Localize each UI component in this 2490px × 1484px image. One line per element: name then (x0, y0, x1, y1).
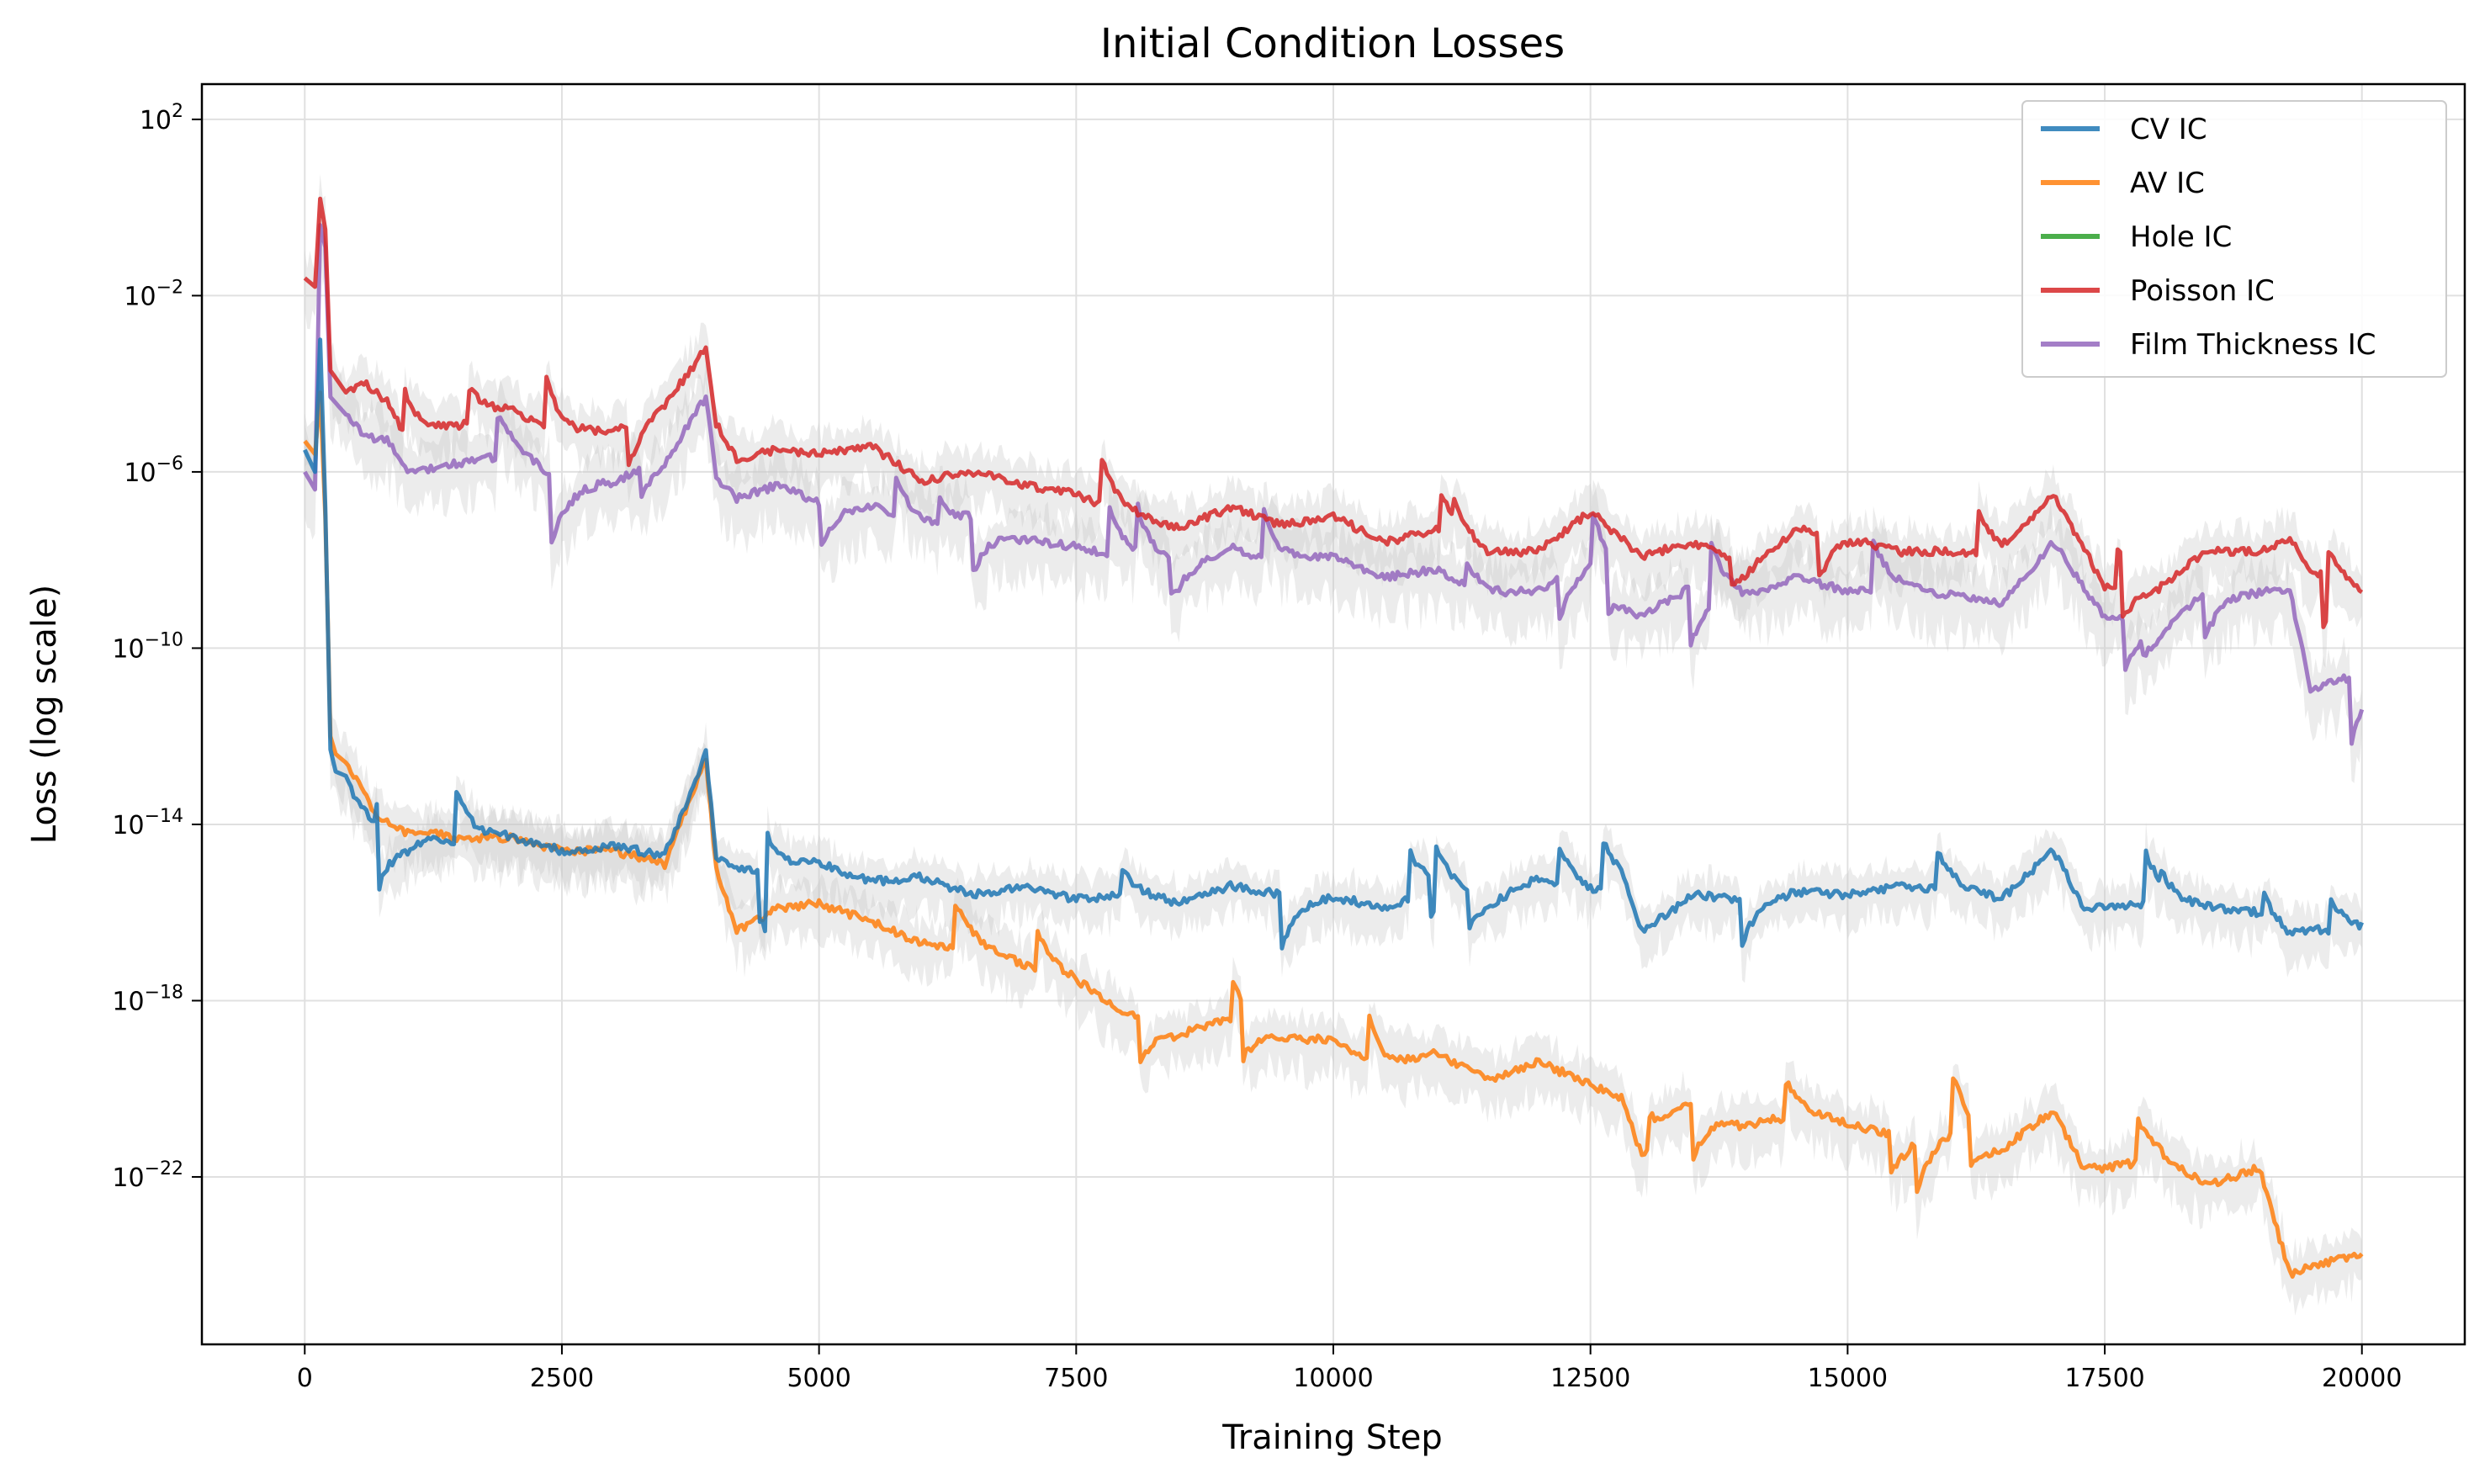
noise-band (305, 204, 2362, 783)
y-tick-label: 10−22 (112, 1158, 183, 1193)
series-line (303, 390, 2364, 1279)
legend-label: AV IC (2130, 167, 2205, 200)
x-tick-label: 10000 (1293, 1364, 1373, 1393)
series-line (303, 196, 2364, 629)
x-tick-label: 7500 (1044, 1364, 1108, 1393)
series-line (303, 223, 2365, 746)
legend-label: Film Thickness IC (2130, 328, 2376, 362)
y-tick-label: 10−6 (124, 453, 183, 488)
x-tick-label: 5000 (787, 1364, 850, 1393)
x-tick-label: 12500 (1550, 1364, 1630, 1393)
x-tick-label: 20000 (2322, 1364, 2402, 1393)
x-axis-title: Training Step (1221, 1418, 1443, 1457)
y-axis: 102 10−2 10−6 10−10 10−14 10−18 10−22 (112, 101, 202, 1193)
y-tick-label: 10−18 (112, 982, 183, 1016)
legend-label: CV IC (2130, 113, 2207, 146)
legend-label: Poisson IC (2130, 274, 2275, 308)
y-tick-label: 10−2 (124, 277, 183, 311)
legend: CV IC AV IC Hole IC Poisson IC Film Thicknes… (2021, 100, 2447, 378)
x-tick-label: 17500 (2064, 1364, 2144, 1393)
legend-item: Film Thickness IC (2041, 328, 2376, 362)
chart-title: Initial Condition Losses (1100, 20, 1565, 67)
y-axis-title: Loss (log scale) (25, 585, 64, 844)
legend-item: CV IC (2041, 113, 2207, 146)
x-tick-label: 15000 (1808, 1364, 1888, 1393)
x-tick-label: 0 (297, 1364, 313, 1393)
y-tick-label: 10−14 (112, 806, 183, 840)
x-tick-label: 2500 (530, 1364, 594, 1393)
legend-item: Hole IC (2041, 220, 2232, 254)
series-line (303, 337, 2365, 951)
legend-label: Hole IC (2130, 220, 2232, 254)
x-axis: 0 2500 5000 7500 10000 12500 15000 17500 20000 (297, 1344, 2402, 1393)
legend-frame (2021, 100, 2447, 378)
legend-item: AV IC (2041, 167, 2205, 200)
series-lines (303, 196, 2365, 1279)
y-tick-label: 10−10 (112, 629, 183, 664)
y-tick-label: 102 (140, 101, 183, 135)
legend-item: Poisson IC (2041, 274, 2275, 308)
